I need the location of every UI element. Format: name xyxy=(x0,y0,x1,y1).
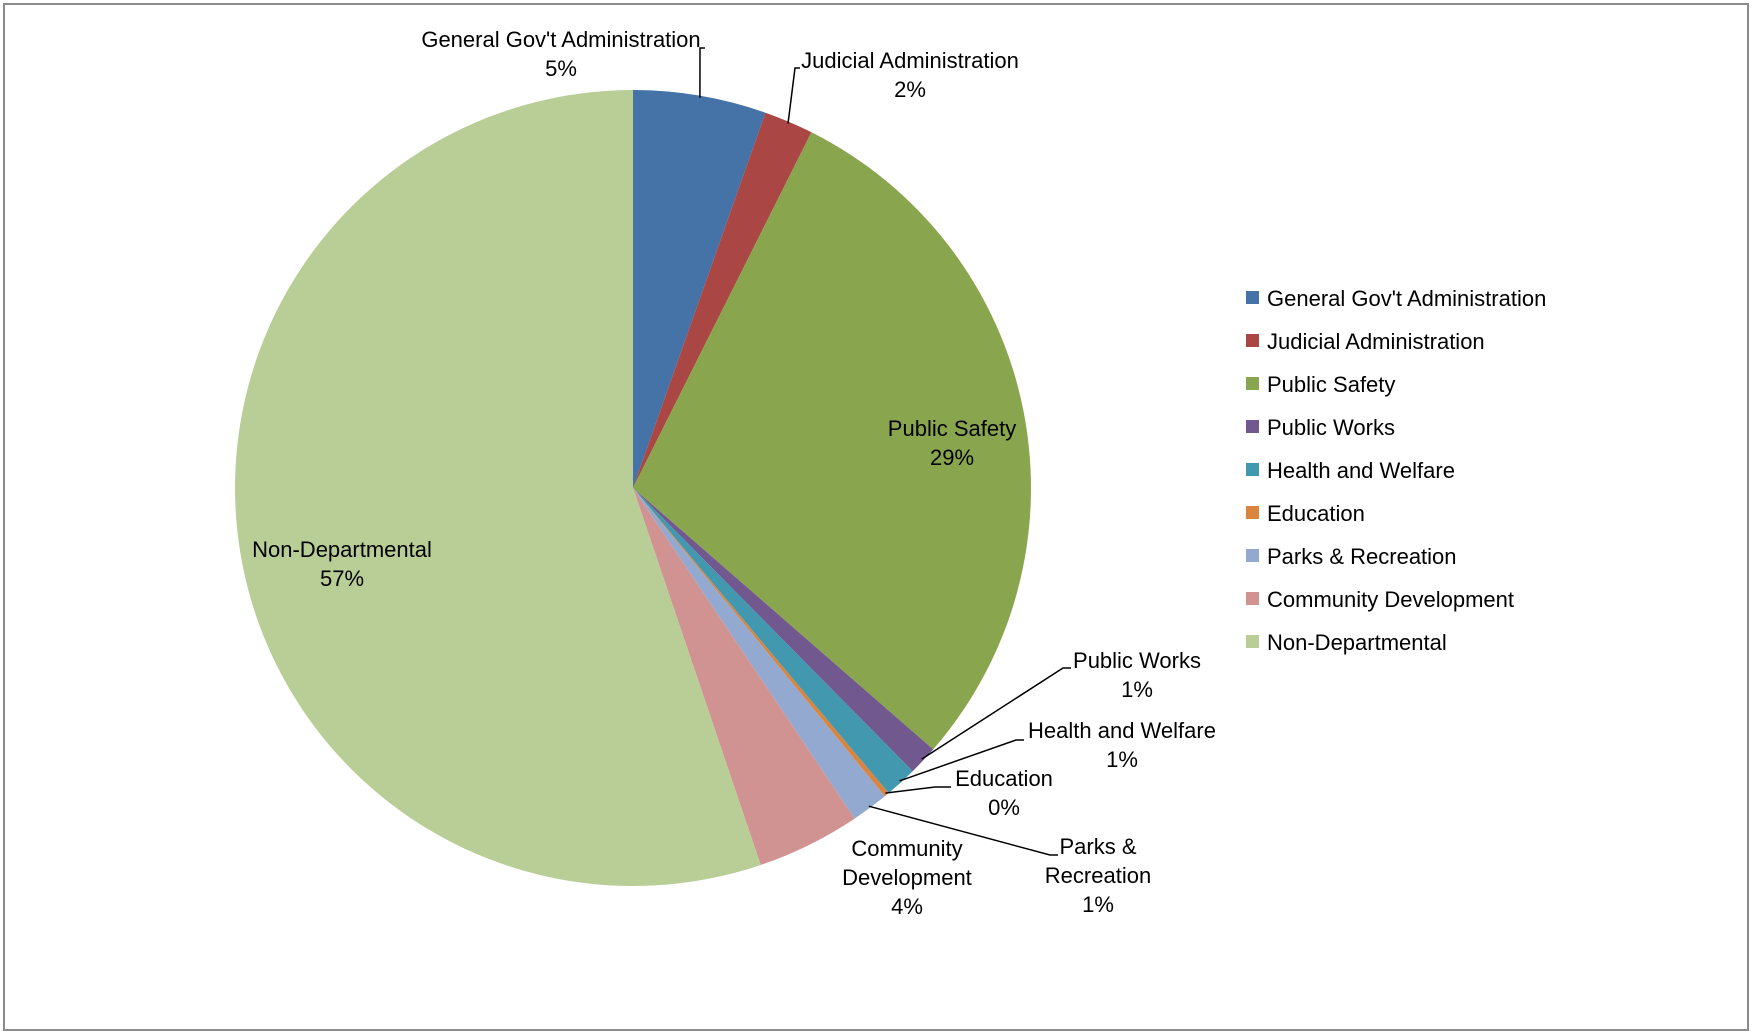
leader-line-education xyxy=(885,786,951,794)
pie-slice-education xyxy=(633,488,889,797)
leader-line-judicial-administration xyxy=(787,67,800,124)
legend: General Gov't Administration Judicial Adm… xyxy=(1246,286,1546,655)
legend-entry-general-gov-t-administration: General Gov't Administration xyxy=(1246,286,1546,311)
legend-label: Health and Welfare xyxy=(1267,458,1455,483)
legend-label: General Gov't Administration xyxy=(1267,286,1546,311)
legend-swatch xyxy=(1246,463,1259,476)
data-label-general-gov-t-administration: General Gov't Administration 5% xyxy=(421,27,700,81)
leader-lines xyxy=(699,47,1071,856)
data-label-education: Education 0% xyxy=(955,766,1053,820)
pie-slice-health-and-welfare xyxy=(633,488,913,794)
legend-swatch xyxy=(1246,635,1259,648)
legend-label: Parks & Recreation xyxy=(1267,544,1457,569)
data-labels: General Gov't Administration 5% Judicial A… xyxy=(252,27,1216,919)
pie-slice-public-works xyxy=(633,488,934,772)
legend-entry-education: Education xyxy=(1246,501,1365,526)
leader-line-parks-and-recreation xyxy=(868,805,1058,856)
data-label-non-departmental: Non-Departmental 57% xyxy=(252,537,432,591)
data-label-health-and-welfare: Health and Welfare 1% xyxy=(1028,718,1216,772)
pie-slices xyxy=(235,90,1031,886)
legend-entry-parks-and-recreation: Parks & Recreation xyxy=(1246,544,1457,569)
legend-entry-health-and-welfare: Health and Welfare xyxy=(1246,458,1455,483)
legend-label: Judicial Administration xyxy=(1267,329,1485,354)
legend-swatch xyxy=(1246,592,1259,605)
legend-label: Non-Departmental xyxy=(1267,630,1447,655)
legend-entry-non-departmental: Non-Departmental xyxy=(1246,630,1447,655)
data-label-public-works: Public Works 1% xyxy=(1073,648,1201,702)
legend-swatch xyxy=(1246,549,1259,562)
pie-chart: General Gov't Administration 5% Judicial A… xyxy=(235,27,1546,919)
legend-entry-judicial-administration: Judicial Administration xyxy=(1246,329,1485,354)
legend-entry-public-safety: Public Safety xyxy=(1246,372,1395,397)
legend-label: Public Works xyxy=(1267,415,1395,440)
legend-swatch xyxy=(1246,291,1259,304)
data-label-parks-and-recreation: Parks & Recreation 1% xyxy=(1045,834,1151,917)
pie-slice-public-safety xyxy=(633,132,1031,750)
pie-slice-non-departmental xyxy=(235,90,761,886)
leader-line-general-gov-t-administration xyxy=(699,47,705,98)
legend-entry-public-works: Public Works xyxy=(1246,415,1395,440)
chart-area: General Gov't Administration 5% Judicial A… xyxy=(3,3,1749,1031)
leader-line-public-works xyxy=(921,667,1071,760)
legend-label: Education xyxy=(1267,501,1365,526)
legend-swatch xyxy=(1246,334,1259,347)
legend-label: Community Development xyxy=(1267,587,1514,612)
pie-slice-parks-and-recreation xyxy=(633,488,885,819)
legend-label: Public Safety xyxy=(1267,372,1395,397)
data-label-community-development: Community Development 4% xyxy=(842,836,972,919)
data-label-judicial-administration: Judicial Administration 2% xyxy=(801,48,1019,102)
legend-entry-community-development: Community Development xyxy=(1246,587,1514,612)
pie-slice-community-development xyxy=(633,488,855,865)
leader-line-health-and-welfare xyxy=(899,739,1024,782)
pie-slice-general-gov-t-administration xyxy=(633,90,766,488)
data-label-public-safety: Public Safety 29% xyxy=(888,416,1016,470)
pie-slice-judicial-administration xyxy=(633,112,812,488)
legend-swatch xyxy=(1246,377,1259,390)
legend-swatch xyxy=(1246,506,1259,519)
legend-swatch xyxy=(1246,420,1259,433)
